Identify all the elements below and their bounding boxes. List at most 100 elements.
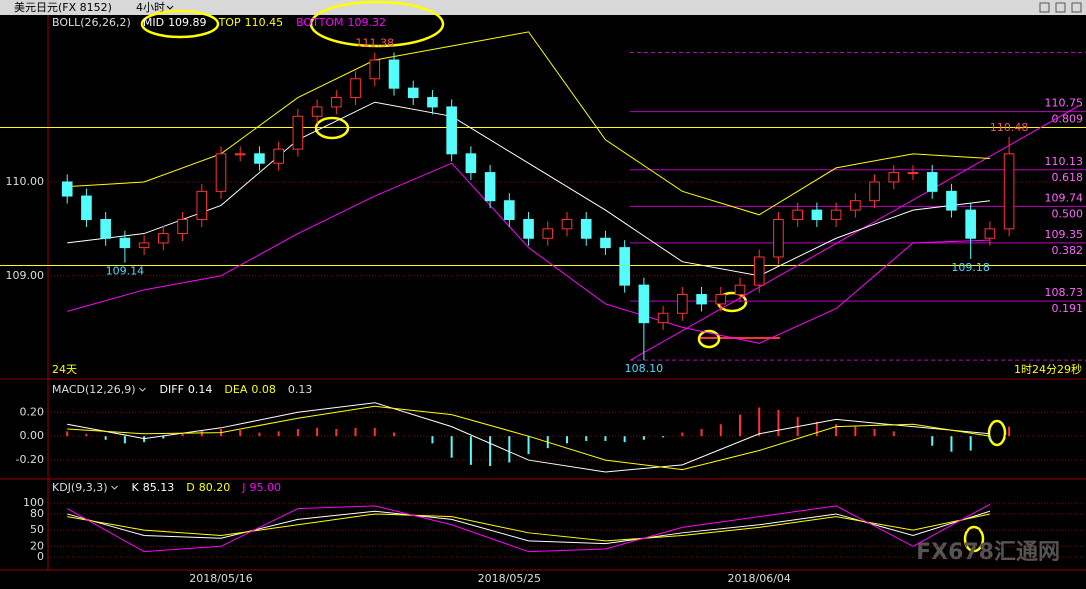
candle-body [331, 97, 342, 108]
highlight-circle [309, 0, 445, 48]
legend-text: MID [143, 16, 164, 29]
y-tick-label: 110.00 [6, 175, 45, 188]
kdj-line [67, 513, 990, 542]
y-tick-label: 0.00 [20, 429, 45, 442]
fib-price: 110.13 [1045, 155, 1084, 168]
y-tick-label: 100 [23, 496, 44, 509]
candle-body [830, 209, 842, 220]
boll-line [67, 31, 990, 216]
candle-body [407, 87, 419, 99]
legend-text: TOP [218, 16, 241, 29]
highlight-circle [987, 419, 1007, 447]
candle-body [465, 153, 477, 174]
legend-text: DIFF [160, 383, 184, 396]
candle-body [254, 153, 265, 164]
price-marker: 108.10 [625, 362, 664, 375]
candle-body [561, 218, 573, 230]
legend-text: BOTTOM [296, 16, 343, 29]
y-tick-label: 0 [37, 550, 44, 563]
candle-body [215, 153, 227, 192]
fib-ratio: 0.809 [1052, 113, 1084, 126]
fib-price: 110.75 [1045, 97, 1084, 110]
candle-body [734, 284, 746, 296]
symbol[interactable]: 美元日元(FX 8152) [14, 1, 112, 14]
price-marker: 111.38 [356, 37, 395, 50]
highlight-circles [140, 0, 1007, 553]
fib-price: 109.74 [1045, 191, 1084, 204]
candle-body [311, 106, 323, 117]
legend-text: DEA [224, 383, 247, 396]
title-bar [0, 0, 1086, 15]
dropdown-icon [139, 387, 146, 392]
legend-item: K 85.13 [132, 481, 175, 494]
legend-item: DIFF 0.14 [160, 383, 213, 396]
candle-body [965, 209, 976, 239]
candle-body [61, 181, 73, 197]
candle-body [657, 312, 669, 324]
candle-body [984, 228, 996, 239]
candle-body [504, 200, 515, 220]
candle-body [677, 294, 688, 314]
legend-text: 85.13 [143, 481, 175, 494]
kdj-line [67, 510, 991, 545]
price-marker: 110.48 [990, 121, 1029, 134]
candle-body [81, 195, 92, 220]
x-tick-label: 2018/05/25 [478, 572, 541, 585]
candle-body [580, 218, 592, 239]
period-dropdown[interactable] [166, 5, 174, 10]
legend-text: 0.13 [288, 383, 313, 396]
candle-body [273, 148, 284, 164]
fib-ratio: 0.191 [1052, 302, 1084, 315]
legend-item: TOP 110.45 [218, 16, 284, 29]
candle-body [138, 242, 150, 249]
legend-item: MACD(12,26,9) [52, 383, 136, 396]
watermark: FX678汇通网 [916, 540, 1060, 565]
candle-body [619, 247, 630, 286]
trend-line [630, 104, 1081, 361]
kdj-line [66, 503, 991, 553]
legend-text: 95.00 [249, 481, 281, 494]
period[interactable]: 4小时 [136, 1, 165, 14]
candle-body [100, 218, 111, 239]
y-tick-label: 109.00 [6, 269, 45, 282]
legend-item: D 80.20 [186, 481, 230, 494]
candle-body [638, 284, 650, 324]
legend-text: BOLL(26,26,2) [52, 16, 131, 29]
legend-text: MACD(12,26,9) [52, 383, 136, 396]
candle-body [811, 209, 823, 220]
highlight-circle [697, 329, 721, 349]
legend-text: KDJ(9,3,3) [52, 481, 108, 494]
candle-body [850, 200, 861, 211]
candle-body [350, 78, 361, 99]
highlight-circle [140, 9, 220, 39]
candle-body [946, 190, 957, 211]
candle-body [158, 233, 169, 244]
legend-text: J [241, 481, 245, 494]
candle-body [484, 172, 496, 202]
candle-body [600, 237, 611, 249]
candle-body [177, 218, 188, 235]
fib-price: 109.35 [1045, 228, 1084, 241]
window-button[interactable] [1071, 2, 1082, 13]
legend-text: 109.32 [347, 16, 386, 29]
legend-item: KDJ(9,3,3) [52, 481, 108, 494]
window-button[interactable] [1055, 2, 1066, 13]
legend-text: D [186, 481, 194, 494]
window-button[interactable] [1039, 2, 1050, 13]
candle-body [1003, 153, 1015, 230]
candle-body [523, 218, 534, 239]
period-count: 24天 [52, 363, 77, 376]
y-tick-label: 80 [30, 507, 44, 520]
dropdown-icon [111, 485, 118, 490]
boll-line [67, 101, 990, 277]
legend-item: BOLL(26,26,2) [52, 16, 131, 29]
candle-body [388, 59, 400, 89]
legend-text: 109.89 [168, 16, 207, 29]
highlight-circle [963, 525, 985, 553]
candle-body [907, 172, 919, 175]
legend-item: 0.13 [288, 383, 313, 396]
macd-line [67, 405, 990, 471]
legend-text: K [132, 481, 140, 494]
